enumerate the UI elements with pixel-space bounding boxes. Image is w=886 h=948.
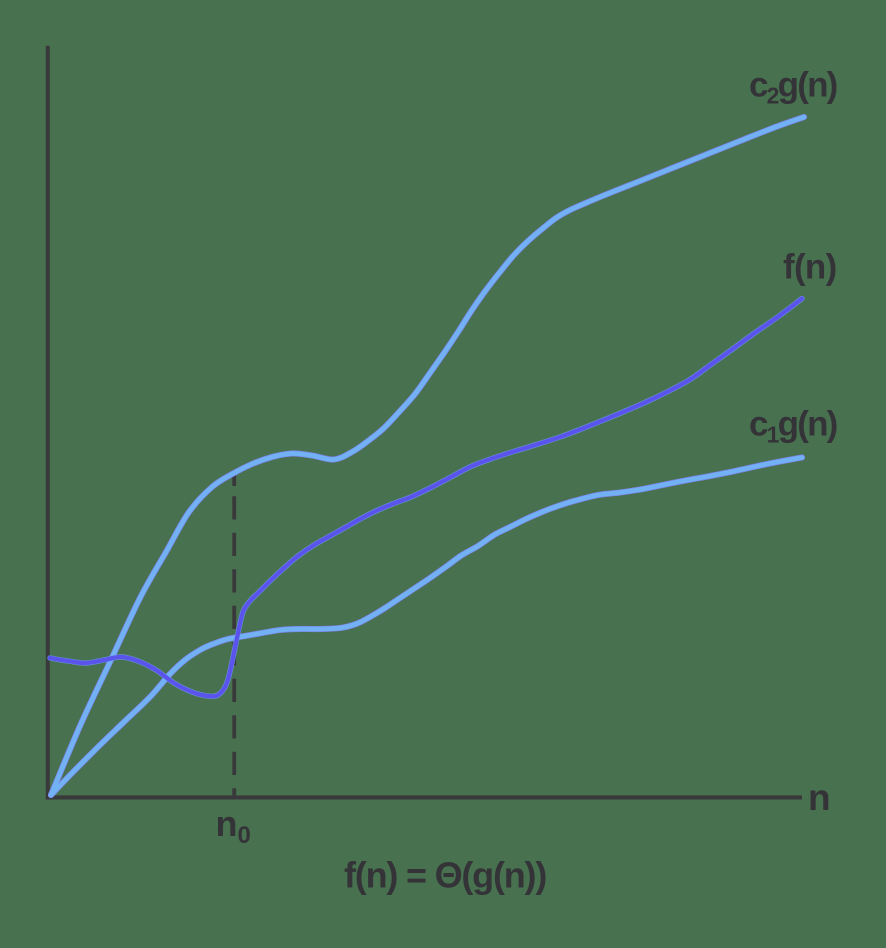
svg-text:n: n [808,777,831,818]
svg-text:c2g(n): c2g(n) [749,66,837,109]
svg-text:f(n) = Θ(g(n)): f(n) = Θ(g(n)) [344,854,546,895]
svg-text:n0: n0 [216,803,251,849]
svg-text:c1g(n): c1g(n) [749,405,837,448]
svg-text:f(n): f(n) [783,248,837,287]
